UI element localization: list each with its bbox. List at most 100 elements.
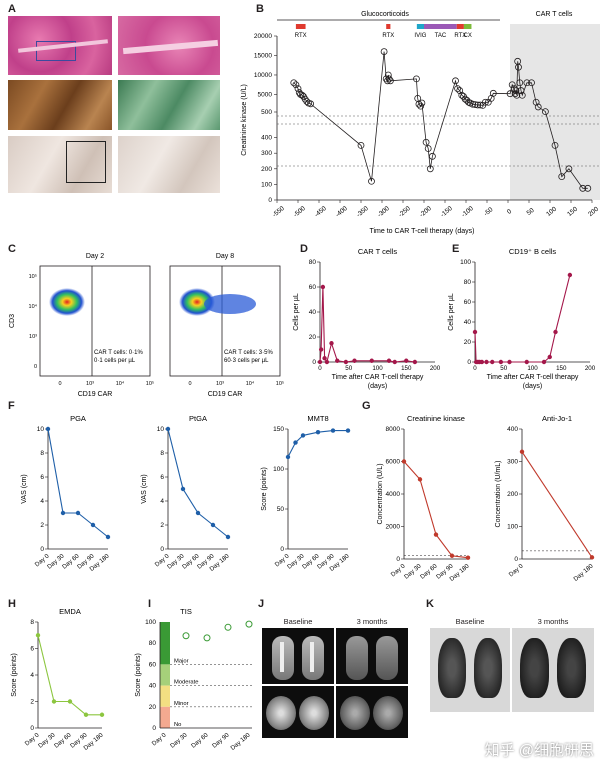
ck-point <box>532 98 540 106</box>
tis-band-label-3: No <box>174 722 181 728</box>
y-tick-label: 20 <box>464 339 472 346</box>
y-tick-label: 4 <box>160 498 164 505</box>
y-tick-label: 0 <box>40 546 44 553</box>
y-tick-label: 0 <box>312 359 316 366</box>
flow-ytick: 10⁴ <box>29 303 38 310</box>
flow-ylabel: CD3 <box>9 314 16 328</box>
tis-band-no <box>160 706 170 728</box>
panel-label-k: K <box>426 598 434 610</box>
flow-ann-1-1: 60·3 cells per µL <box>224 358 269 364</box>
y-tick-label: 400 <box>261 135 272 142</box>
car-t-chart-point <box>343 359 349 365</box>
ck-point <box>474 101 482 109</box>
ck-point <box>471 101 479 108</box>
flow-ann-1-0: CAR T cells: 3·5% <box>224 350 273 356</box>
ck-point <box>385 75 393 83</box>
car-t-chart-point <box>404 358 409 363</box>
watermark: 知乎 @细胞研思 <box>484 742 594 759</box>
y-tick-label: 20000 <box>254 33 272 40</box>
flow-xtick: 0 <box>58 381 61 387</box>
x-tick-label: Day 0 <box>151 731 168 747</box>
y-tick-label: 8 <box>160 450 164 457</box>
car-t-chart-point <box>335 358 340 363</box>
panel-label-g: G <box>362 400 371 412</box>
y-tick-label: 20 <box>309 334 317 341</box>
x-tick-label: 100 <box>527 365 538 372</box>
y-tick-label: 60 <box>149 661 157 668</box>
f-chart-0-point <box>90 522 96 528</box>
y-tick-label: 50 <box>277 506 285 513</box>
car-t-chart-line <box>319 286 415 364</box>
y-tick-label: 0 <box>467 359 471 366</box>
y-tick-label: 60 <box>464 299 472 306</box>
ck-point <box>456 87 464 94</box>
drug-bar-5 <box>463 24 472 29</box>
y-tick-label: 4 <box>40 498 44 505</box>
y-tick-label: 100 <box>507 524 518 531</box>
ck-point <box>551 141 559 149</box>
car-t-chart-point <box>318 347 324 352</box>
car-positive-cluster <box>204 294 256 314</box>
x-tick-label: -550 <box>271 205 286 219</box>
ck-point <box>513 91 521 99</box>
car-t-shaded-region <box>510 24 600 200</box>
car-t-chart-title: CAR T cells <box>358 248 398 256</box>
car-t-chart-point <box>392 359 397 365</box>
ck-point <box>489 89 497 97</box>
x-tick-label: Day 180 <box>229 731 252 752</box>
ck-point <box>426 165 434 173</box>
g-ck-chart: Creatinine kinase 8000 6000 4000 2000 0 Concen… <box>377 414 471 583</box>
f-chart-1-line <box>167 428 229 538</box>
x-tick-label: 0 <box>318 365 322 372</box>
f-chart-0-point <box>75 510 81 516</box>
drug-label-1: RTX <box>382 33 394 39</box>
ck-point <box>510 85 518 93</box>
y-tick-label: 200 <box>261 166 272 173</box>
y-tick-label: 100 <box>460 259 471 266</box>
ck-point <box>417 102 425 110</box>
panel-b-creatine-kinase-timeline: Glucocorticoids CAR T cells RTX RTX IVIG TA… <box>241 11 600 235</box>
flow-ytick: 10⁵ <box>29 273 37 280</box>
y-tick-label: 40 <box>464 319 472 326</box>
y-tick-label: 300 <box>261 150 272 157</box>
g-jo1-chart-point <box>519 449 525 454</box>
b-cell-chart-point <box>553 329 558 335</box>
x-tick-label: 150 <box>566 206 579 219</box>
flow-ytick: 0 <box>34 364 37 370</box>
ck-point <box>307 100 314 108</box>
x-tick-label: Day 0 <box>508 562 525 578</box>
panel-label-b: B <box>256 3 264 15</box>
x-tick-label: -500 <box>292 205 307 219</box>
y-tick-label: 6 <box>40 474 44 481</box>
y-tick-label: 100 <box>145 619 156 626</box>
b-cell-chart-title: CD19⁺ B cells <box>509 248 557 256</box>
flow-xtick: 10⁵ <box>146 380 154 387</box>
b-cell-chart-point <box>541 359 547 365</box>
x-tick-label: 0 <box>473 365 477 372</box>
panel-label-c: C <box>8 243 16 255</box>
x-tick-label: 0 <box>506 208 514 216</box>
ck-point <box>294 85 302 93</box>
flow-title-0: Day 2 <box>86 253 104 260</box>
x-tick-label: -200 <box>418 205 433 219</box>
ck-point <box>386 77 394 85</box>
y-tick-label: 0 <box>396 556 400 563</box>
ck-point <box>528 79 535 87</box>
car-t-chart-xlabel-0: Time after CAR T-cell therapy <box>332 374 424 381</box>
g-jo1-chart-title: Anti-Jo-1 <box>542 414 572 423</box>
b-cell-chart-point <box>498 359 504 365</box>
y-tick-label: 8000 <box>386 426 401 433</box>
mri-baseline-label: Baseline <box>283 617 313 626</box>
ck-point <box>415 100 423 108</box>
x-tick-label: 200 <box>430 365 441 372</box>
b-cell-chart-line <box>474 274 571 363</box>
cd3-cluster-0 <box>49 288 85 316</box>
car-t-chart-xlabel-1: (days) <box>368 383 387 390</box>
y-tick-label: 400 <box>507 426 518 433</box>
ck-point <box>292 81 300 89</box>
ck-point <box>584 184 592 192</box>
x-tick-label: Day 60 <box>190 731 210 749</box>
car-t-chart-point <box>386 358 392 363</box>
y-tick-label: 150 <box>273 426 284 433</box>
ck-point <box>368 177 375 185</box>
